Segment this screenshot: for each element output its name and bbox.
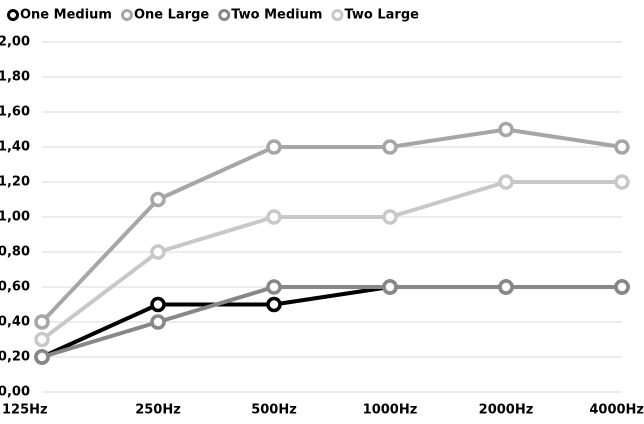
- legend-marker: [331, 9, 344, 21]
- data-point: [150, 191, 166, 208]
- data-point: [382, 279, 398, 295]
- y-tick-label: 2,00: [0, 35, 30, 50]
- x-tick-label: 2000Hz: [479, 403, 534, 418]
- data-point: [614, 279, 630, 295]
- x-tick-label: 250Hz: [135, 403, 181, 418]
- data-point: [266, 139, 282, 155]
- data-point: [382, 209, 398, 225]
- data-point: [266, 296, 282, 313]
- x-tick-label: 4000Hz: [589, 403, 644, 418]
- data-point: [34, 331, 50, 348]
- data-point: [498, 279, 514, 295]
- y-tick-label: 1,00: [0, 210, 30, 225]
- series-line: [40, 180, 622, 342]
- data-point: [614, 174, 630, 190]
- series-line: [41, 285, 622, 359]
- data-point: [614, 139, 630, 155]
- legend-marker: [218, 9, 231, 21]
- series-line: [40, 127, 623, 324]
- data-point: [266, 209, 282, 225]
- legend-label: Two Large: [344, 8, 419, 23]
- x-tick-label: 1000Hz: [363, 403, 418, 418]
- data-point: [34, 349, 50, 365]
- legend-label: Two Medium: [231, 8, 322, 23]
- y-tick-label: 0,60: [0, 280, 30, 295]
- y-tick-label: 0,40: [0, 315, 30, 330]
- legend-marker: [7, 9, 19, 21]
- y-tick-label: 0,00: [0, 385, 30, 400]
- x-tick-label: 125Hz: [2, 403, 48, 418]
- data-point: [382, 139, 398, 155]
- data-point: [150, 314, 166, 330]
- y-tick-label: 1,80: [0, 70, 30, 85]
- y-tick-label: 0,80: [0, 245, 30, 260]
- y-tick-label: 1,60: [0, 105, 30, 120]
- x-tick-label: 500Hz: [251, 403, 297, 418]
- data-point: [34, 314, 50, 330]
- legend-label: One Medium: [20, 8, 112, 23]
- data-point: [498, 174, 514, 190]
- legend-marker: [120, 9, 133, 21]
- y-tick-label: 0,20: [0, 350, 30, 365]
- data-point: [266, 279, 282, 295]
- data-point: [150, 296, 166, 313]
- legend-label: One Large: [134, 8, 209, 23]
- y-tick-label: 1,20: [0, 175, 30, 190]
- y-tick-label: 1,40: [0, 140, 30, 155]
- data-point: [498, 121, 514, 138]
- data-point: [150, 244, 166, 260]
